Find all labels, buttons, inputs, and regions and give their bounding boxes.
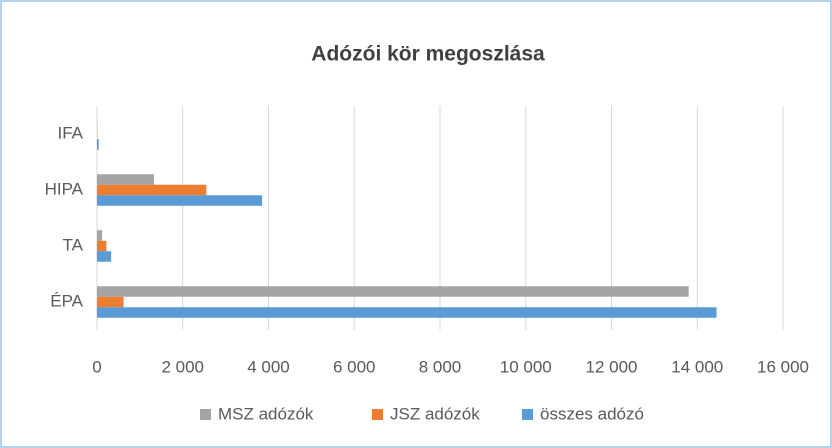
- bar: [97, 286, 689, 297]
- bar: [97, 184, 207, 196]
- x-tick-label: 8 000: [419, 357, 462, 376]
- y-tick-label: HIPA: [45, 179, 84, 198]
- legend-swatch: [522, 409, 533, 420]
- bar: [97, 240, 107, 252]
- x-tick-label: 16 000: [757, 357, 809, 376]
- y-tick-label: IFA: [57, 123, 83, 142]
- x-tick-label: 10 000: [500, 357, 552, 376]
- legend-label: JSZ adózók: [390, 404, 480, 423]
- chart-title: Adózói kör megoszlása: [311, 43, 545, 66]
- y-tick-label: TA: [63, 235, 84, 254]
- legend-label: összes adózó: [540, 404, 644, 423]
- x-tick-label: 12 000: [586, 357, 638, 376]
- x-tick-label: 4 000: [247, 357, 290, 376]
- legend-swatch: [200, 409, 211, 420]
- bar: [97, 307, 717, 318]
- x-tick-label: 0: [92, 357, 101, 376]
- y-tick-label: ÉPA: [50, 291, 83, 310]
- x-tick-label: 14 000: [671, 357, 723, 376]
- bar: [97, 296, 124, 308]
- legend-label: MSZ adózók: [218, 404, 314, 423]
- legend-swatch: [372, 409, 383, 420]
- bar: [97, 195, 263, 206]
- x-tick-label: 2 000: [161, 357, 204, 376]
- bar: [97, 174, 155, 185]
- x-tick-label: 6 000: [333, 357, 376, 376]
- bar: [97, 139, 99, 150]
- bar: [97, 251, 112, 262]
- bar: [97, 230, 103, 241]
